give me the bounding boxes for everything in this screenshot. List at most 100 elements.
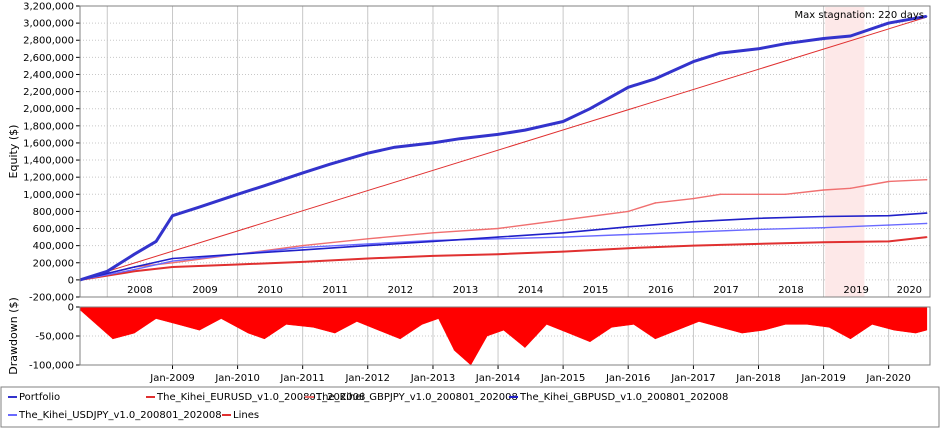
equity-x-tick-label: 2009 [192, 285, 217, 296]
equity-point [236, 263, 239, 266]
equity-point [171, 257, 174, 260]
drawdown-x-tick-label: Jan-2011 [279, 373, 324, 384]
equity-y-tick-label: 1,000,000 [23, 190, 74, 201]
equity-point [432, 240, 434, 243]
equity-point [887, 224, 890, 226]
equity-point [822, 226, 825, 229]
equity-y-tick-label: 3,200,000 [23, 2, 74, 13]
equity-point [133, 270, 136, 273]
drawdown-y-axis-title: Drawdown ($) [7, 297, 20, 375]
equity-point [887, 22, 890, 24]
equity-point [822, 189, 825, 191]
equity-line-series-0 [79, 14, 927, 282]
equity-y-tick-label: 2,800,000 [23, 36, 74, 47]
equity-point [719, 52, 722, 54]
drawdown-x-tick-label: Jan-2020 [865, 373, 910, 384]
equity-y-tick-label: 0 [68, 275, 74, 286]
equity-y-tick-label: -200,000 [29, 293, 74, 304]
equity-point [497, 238, 499, 240]
equity-point [432, 232, 434, 234]
equity-x-tick-label: 2014 [518, 285, 543, 296]
legend-label: The_Kihei_USDJPY_v1.0_200801_202008 [18, 410, 222, 421]
legend-label: Lines [233, 410, 259, 421]
equity-point [497, 236, 499, 238]
drawdown-x-tick-label: Jan-2018 [735, 373, 780, 384]
legend-label: The_Kihei_GBPUSD_v1.0_200801_202008 [519, 392, 728, 403]
equity-point [366, 244, 369, 247]
equity-point [692, 197, 695, 200]
equity-x-tick-label: 2018 [778, 285, 803, 296]
equity-point [757, 193, 760, 196]
drawdown-x-tick-label: Jan-2016 [605, 373, 650, 384]
drawdown-x-tick-label: Jan-2012 [344, 373, 389, 384]
equity-point [692, 231, 695, 233]
equity-y-tick-label: 1,200,000 [23, 173, 74, 184]
equity-line-lines [79, 16, 927, 281]
equity-point [236, 193, 239, 196]
equity-point [925, 222, 928, 225]
equity-x-tick-label: 2016 [648, 285, 673, 296]
drawdown-x-tick-label: Jan-2009 [149, 373, 194, 384]
equity-point [394, 146, 396, 148]
equity-line-series-3 [79, 212, 927, 281]
drawdown-x-tick-label: Jan-2010 [214, 373, 259, 384]
equity-x-tick-label: 2017 [713, 285, 738, 296]
drawdown-y-ticks: 0 -50,000 -100,000 [29, 303, 80, 372]
equity-point [301, 244, 304, 247]
equity-point [328, 163, 331, 166]
equity-point [757, 243, 760, 245]
equity-point [263, 184, 266, 187]
equity-point [849, 35, 852, 37]
equity-point [198, 206, 201, 208]
equity-x-tick-label: 2008 [127, 285, 152, 296]
equity-point [366, 243, 369, 245]
drawdown-y-tick-label: -50,000 [35, 332, 74, 343]
equity-x-tick-label: 2012 [388, 285, 413, 296]
drawdown-y-tick-label: 0 [68, 303, 74, 314]
equity-point [627, 210, 629, 213]
equity-point [301, 246, 304, 249]
legend-label: The_Kihei_EURUSD_v1.0_200801_202008 [156, 392, 365, 403]
equity-point [925, 15, 928, 18]
equity-y-tick-label: 1,600,000 [23, 138, 74, 149]
equity-point [133, 266, 136, 268]
equity-point [627, 247, 629, 249]
equity-y-tick-label: 800,000 [33, 207, 74, 218]
equity-y-tick-label: 2,600,000 [23, 53, 74, 64]
equity-plot-frame [79, 5, 931, 298]
equity-point [692, 220, 695, 223]
equity-point [366, 152, 369, 154]
equity-series [79, 14, 928, 282]
equity-point [366, 238, 369, 240]
equity-point [627, 226, 629, 228]
equity-point [589, 107, 591, 110]
equity-point [887, 240, 890, 243]
drawdown-x-ticks: Jan-2009 Jan-2010 Jan-2011 Jan-2012 Jan-2013… [149, 365, 911, 384]
equity-point [692, 244, 695, 247]
equity-point [133, 253, 136, 255]
equity-point [497, 227, 499, 230]
equity-point [432, 142, 434, 144]
equity-point [171, 260, 174, 262]
equity-y-tick-label: 2,000,000 [23, 104, 74, 115]
drawdown-x-tick-label: Jan-2013 [410, 373, 455, 384]
drawdown-series [79, 306, 928, 366]
equity-point [236, 253, 239, 255]
equity-y-tick-label: 3,000,000 [23, 19, 74, 30]
equity-point [497, 133, 499, 136]
equity-point [784, 42, 787, 45]
equity-point [562, 120, 564, 123]
equity-point [562, 219, 564, 221]
legend: Portfolio The_Kihei_EURUSD_v1.0_200801_20… [0, 386, 940, 428]
equity-x-tick-label: 2019 [843, 285, 868, 296]
equity-point [432, 255, 434, 257]
equity-point [171, 262, 174, 264]
drawdown-plot-frame [79, 306, 931, 366]
equity-point [887, 180, 890, 183]
legend-box [0, 386, 940, 428]
equity-point [822, 241, 825, 243]
equity-point [627, 233, 629, 236]
equity-y-tick-label: 1,400,000 [23, 156, 74, 167]
equity-y-tick-label: 2,200,000 [23, 87, 74, 98]
